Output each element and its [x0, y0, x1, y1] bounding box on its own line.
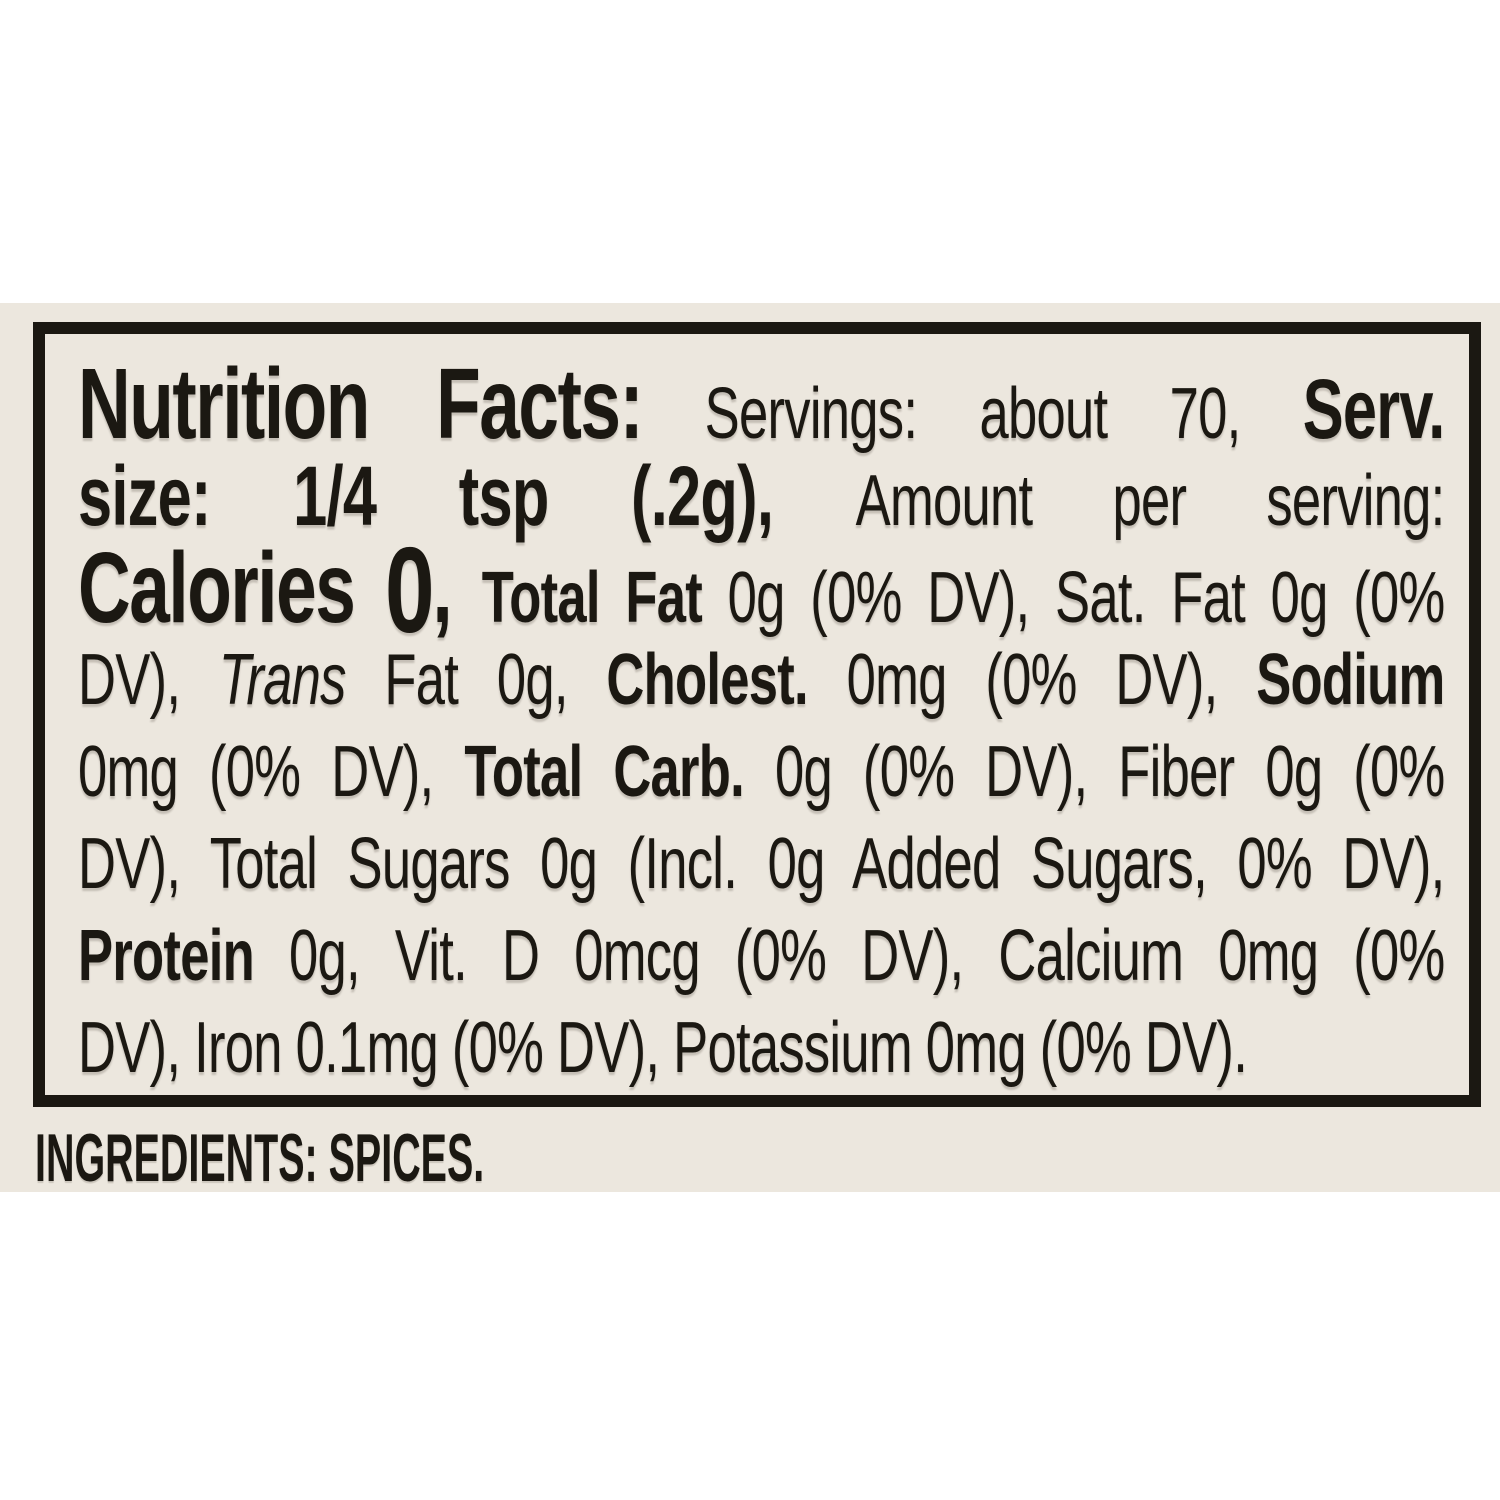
text-run-bold: Sodium — [1256, 640, 1445, 720]
text-run-normal: Fat 0g, — [345, 640, 607, 720]
panel-line-1: Nutrition Facts: Servings: about 70, Ser… — [78, 354, 1445, 455]
text-run-normal: 0mg (0% DV), — [78, 732, 465, 812]
panel-line-5: 0mg (0% DV), Total Carb. 0g (0% DV), Fib… — [78, 726, 1445, 818]
text-run-normal: 0g, Vit. D 0mcg (0% DV), Calcium 0mg (0% — [253, 916, 1445, 996]
text-run-bold: Total Fat — [481, 558, 703, 638]
label-background: Nutrition Facts: Servings: about 70, Ser… — [0, 303, 1500, 1196]
text-run-normal: Amount per serving: — [855, 461, 1446, 541]
text-run-normal: DV), Iron 0.1mg (0% DV), Potassium 0mg (… — [78, 1008, 1248, 1088]
text-run-bold: Protein — [78, 916, 255, 996]
text-run-heading: , — [432, 532, 482, 644]
text-run-normal: 0mg (0% DV), — [807, 640, 1257, 720]
nutrition-facts-panel: Nutrition Facts: Servings: about 70, Ser… — [33, 322, 1481, 1107]
panel-line-7: Protein 0g, Vit. D 0mcg (0% DV), Calcium… — [78, 910, 1445, 1002]
ingredients-line: INGREDIENTS: SPICES. — [35, 1112, 810, 1204]
ingredients-text: INGREDIENTS: SPICES. — [35, 1120, 485, 1196]
text-run-heading: Nutrition Facts: — [78, 348, 644, 460]
text-run-calories: 0 — [384, 522, 435, 658]
panel-line-8: DV), Iron 0.1mg (0% DV), Potassium 0mg (… — [78, 1002, 1445, 1094]
panel-line-6: DV), Total Sugars 0g (Incl. 0g Added Sug… — [78, 818, 1445, 910]
text-run-subheading: size: 1/4 tsp (.2g), — [78, 449, 856, 543]
text-run-normal: 0g (0% DV), Sat. Fat 0g (0% — [702, 558, 1446, 638]
panel-line-2: size: 1/4 tsp (.2g), Amount per serving: — [78, 450, 1445, 542]
text-run-normal: 0g (0% DV), Fiber 0g (0% — [744, 732, 1445, 812]
text-run-bold: Cholest. — [606, 640, 808, 720]
text-run-normal: DV), — [78, 640, 219, 720]
panel-line-4: DV), Trans Fat 0g, Cholest. 0mg (0% DV),… — [78, 634, 1445, 726]
text-run-italic: Trans — [218, 640, 347, 720]
text-run-normal: DV), Total Sugars 0g (Incl. 0g Added Sug… — [78, 824, 1445, 904]
nutrition-text: Nutrition Facts: Servings: about 70, Ser… — [78, 354, 1469, 1094]
text-run-normal: Servings: about 70, — [642, 374, 1303, 454]
text-run-bold: Total Carb. — [464, 732, 745, 812]
text-run-subheading: Serv. — [1302, 362, 1446, 456]
text-run-heading: Calories — [78, 532, 385, 644]
panel-line-3: Calories 0, Total Fat 0g (0% DV), Sat. F… — [78, 529, 1445, 651]
